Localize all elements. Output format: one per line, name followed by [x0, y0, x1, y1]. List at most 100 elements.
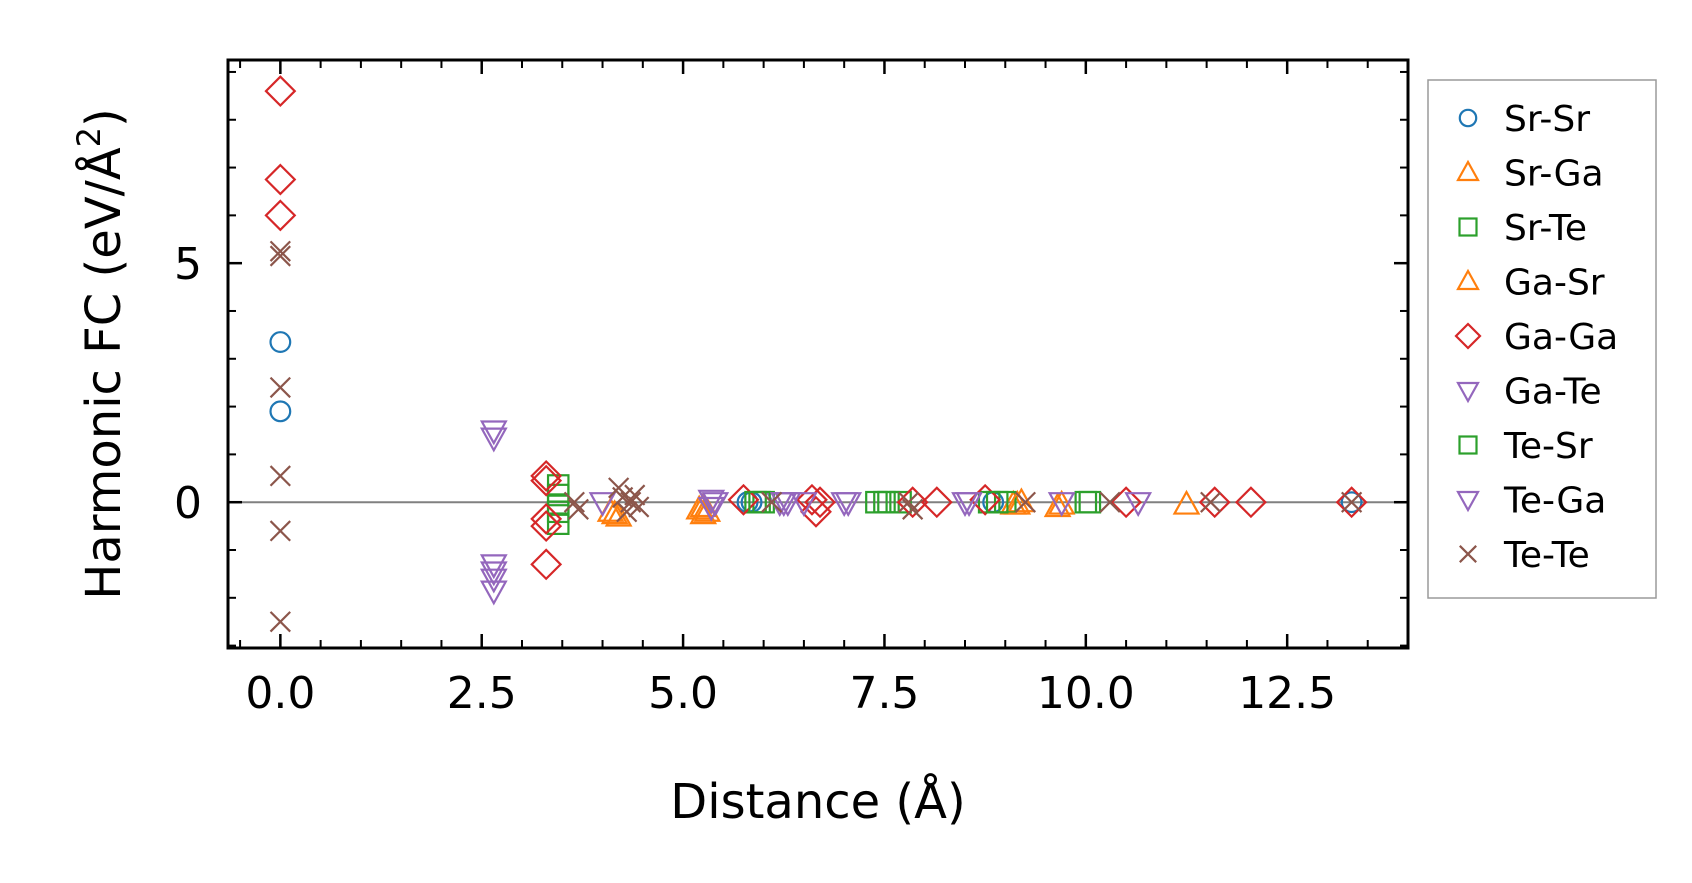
data-point — [1172, 489, 1201, 515]
data-point — [796, 483, 828, 516]
data-point — [1341, 491, 1363, 513]
data-point — [1110, 486, 1143, 519]
data-point — [479, 420, 508, 446]
legend-label: Te-Te — [1503, 535, 1590, 576]
data-point — [1200, 491, 1222, 513]
data-point — [689, 499, 718, 525]
data-point — [264, 75, 297, 108]
data-point — [1043, 492, 1072, 518]
data-point — [269, 520, 291, 542]
data-point — [567, 498, 589, 520]
data-point — [479, 427, 508, 453]
y-axis-title-close: ) — [76, 108, 132, 127]
data-point — [834, 492, 863, 518]
y-axis-title-main: Harmonic FC (eV/Å — [75, 147, 132, 600]
data-point — [955, 492, 983, 518]
data-point — [269, 240, 291, 262]
y-tick-label: 5 — [174, 239, 202, 290]
legend: Sr-Sr Sr-Ga Sr-Te Ga-Sr Ga-Ga Ga-Te Te-Sr Te-Ga… — [1427, 79, 1657, 599]
data-point — [902, 498, 924, 520]
data-point — [830, 492, 859, 518]
data-point — [479, 561, 508, 587]
data-point — [588, 492, 617, 518]
data-points-layer — [264, 75, 1368, 633]
data-point — [563, 491, 585, 513]
data-point — [761, 491, 783, 513]
data-point — [697, 489, 726, 515]
legend-entry: Sr-Te — [1458, 208, 1587, 249]
legend-entry: Ga-Te — [1456, 372, 1602, 413]
data-point — [769, 492, 798, 518]
legend-label: Ga-Te — [1504, 372, 1602, 413]
data-point — [790, 492, 818, 518]
y-axis-title-superscript: 2 — [70, 127, 108, 147]
legend-marker — [1458, 108, 1478, 128]
legend-entry: Sr-Ga — [1456, 154, 1604, 195]
data-point — [1124, 492, 1153, 518]
plot-frame — [226, 58, 1410, 650]
legend-entry: Ga-Ga — [1454, 317, 1618, 358]
legend-label: Ga-Sr — [1504, 263, 1605, 304]
series-ga-ga — [264, 75, 1368, 581]
data-point — [269, 376, 291, 399]
data-point — [624, 484, 646, 506]
data-point — [889, 490, 912, 514]
legend-marker — [1456, 268, 1480, 291]
legend-entry: Sr-Sr — [1458, 99, 1590, 140]
legend-marker — [1458, 217, 1478, 237]
x-tick-label: 5.0 — [648, 668, 718, 719]
data-point — [530, 459, 563, 492]
data-point — [530, 510, 563, 543]
data-point — [600, 499, 629, 525]
data-point — [264, 199, 297, 232]
data-point — [897, 491, 920, 513]
data-point — [1340, 491, 1363, 514]
data-point — [530, 502, 563, 535]
data-point — [269, 611, 291, 633]
data-point — [479, 554, 508, 580]
data-point — [1047, 492, 1076, 518]
data-point — [269, 245, 291, 267]
series-sr-sr — [269, 331, 1363, 514]
legend-marker — [1456, 490, 1480, 513]
x-tick-label: 10.0 — [1037, 668, 1135, 719]
legend-marker — [1454, 322, 1482, 350]
data-point — [1014, 491, 1037, 513]
data-point — [269, 400, 292, 423]
x-tick-label: 12.5 — [1238, 668, 1336, 719]
legend-label: Ga-Ga — [1504, 317, 1618, 358]
legend-label: Te-Sr — [1503, 426, 1593, 467]
data-point — [985, 490, 1009, 514]
legend-marker — [1456, 159, 1480, 182]
y-tick-label: 0 — [174, 478, 202, 529]
legend-marker — [1456, 381, 1480, 404]
legend-entry: Te-Sr — [1458, 426, 1593, 467]
data-point — [800, 495, 832, 528]
x-tick-label: 0.0 — [245, 668, 315, 719]
x-tick-label: 7.5 — [849, 668, 919, 719]
data-point — [804, 486, 836, 519]
data-point — [546, 512, 570, 536]
legend-entry: Te-Te — [1459, 535, 1590, 576]
data-point — [920, 486, 953, 519]
legend-marker — [1458, 435, 1478, 455]
data-point — [1335, 486, 1368, 519]
data-point — [628, 496, 650, 518]
data-point — [748, 490, 771, 514]
x-axis-title: Distance (Å) — [670, 773, 965, 830]
data-point — [701, 492, 730, 518]
data-point — [727, 483, 760, 516]
legend-label: Sr-Sr — [1504, 99, 1590, 140]
legend-label: Te-Ga — [1503, 481, 1606, 522]
series-te-sr — [748, 490, 1102, 514]
data-point — [1234, 486, 1267, 519]
series-te-te — [269, 240, 1363, 633]
data-point — [479, 580, 508, 606]
data-point — [873, 490, 896, 514]
data-point — [269, 331, 292, 353]
ticks-layer: 0.0 2.5 5.0 7.5 10.0 12.5 0 5 — [174, 60, 1409, 719]
legend-entry: Ga-Sr — [1456, 263, 1605, 304]
data-point — [773, 492, 802, 518]
legend-label: Sr-Ga — [1504, 154, 1604, 195]
